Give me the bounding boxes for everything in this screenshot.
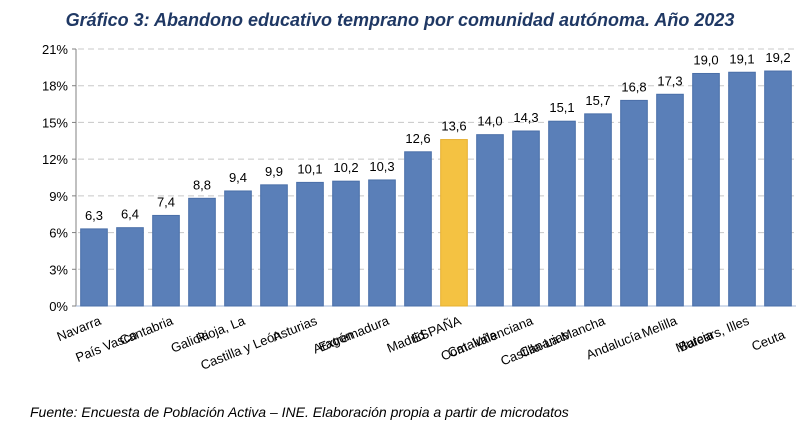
y-tick-label: 21% [42,42,68,57]
x-tick-label: Melilla [639,313,679,341]
bar-balears-illes [728,71,756,307]
bar-navarra [80,228,108,307]
bar-canarias [548,120,576,307]
bar-cataluña [476,134,504,307]
bar-ceuta [764,70,792,307]
x-tick-label: Extremadura [317,313,392,355]
chart-title: Gráfico 3: Abandono educativo temprano p… [65,10,735,30]
bar-murcia [692,72,720,307]
data-label: 17,3 [657,73,682,88]
y-tick-label: 3% [49,262,68,277]
x-tick-label: Navarra [55,313,104,345]
bar-madrid [404,151,432,307]
x-tick-label: Balears, Illes [677,313,752,355]
bar-extremadura [368,179,396,307]
y-tick-label: 12% [42,152,68,167]
data-label: 8,8 [193,177,211,192]
data-label: 10,3 [369,159,394,174]
bar-rioja-la [224,190,252,307]
gridlines [78,48,796,270]
data-label: 6,4 [121,207,139,222]
data-label: 19,0 [693,52,718,67]
bar-andalucía [620,99,648,307]
bar-aragón [332,180,360,307]
y-tick-label: 6% [49,226,68,241]
y-tick-label: 15% [42,115,68,130]
y-tick-label: 0% [49,299,68,314]
bars [80,70,792,307]
data-label: 9,4 [229,170,247,185]
data-label: 9,9 [265,164,283,179]
bar-melilla [656,93,684,307]
bar-españa [440,139,468,307]
data-label: 13,6 [441,119,466,134]
y-tick-label: 18% [42,79,68,94]
y-tick-label: 9% [49,189,68,204]
data-label: 14,0 [477,114,502,129]
data-label: 6,3 [85,208,103,223]
data-label: 15,1 [549,100,574,115]
x-tick-label: ESPAÑA [409,313,463,346]
bar-castilla-la-mancha [584,113,612,307]
source-note: Fuente: Encuesta de Población Activa – I… [30,404,569,420]
data-label: 12,6 [405,131,430,146]
x-tick-label: Ceuta [749,327,787,354]
x-tick-label: Cantabria [117,313,176,348]
bar-cantabria [152,214,180,307]
bar-galicia [188,197,216,307]
data-label: 10,1 [297,161,322,176]
x-tick-label: Rioja, La [194,313,248,346]
data-labels: 6,3 6,4 7,4 8,8 9,4 9,9 10,1 10,2 10,3 12,6 13,6 14… [85,50,791,223]
data-label: 19,2 [765,50,790,65]
data-label: 10,2 [333,160,358,175]
data-label: 16,8 [621,79,646,94]
data-label: 15,7 [585,93,610,108]
data-label: 19,1 [729,51,754,66]
bar-com-valenciana [512,130,540,307]
bar-asturias [296,181,324,307]
bar-castilla-y-león [260,184,288,307]
bar-país-vasco [116,227,144,307]
x-tick-label: Asturias [270,313,320,345]
data-label: 7,4 [157,194,175,209]
data-label: 14,3 [513,110,538,125]
